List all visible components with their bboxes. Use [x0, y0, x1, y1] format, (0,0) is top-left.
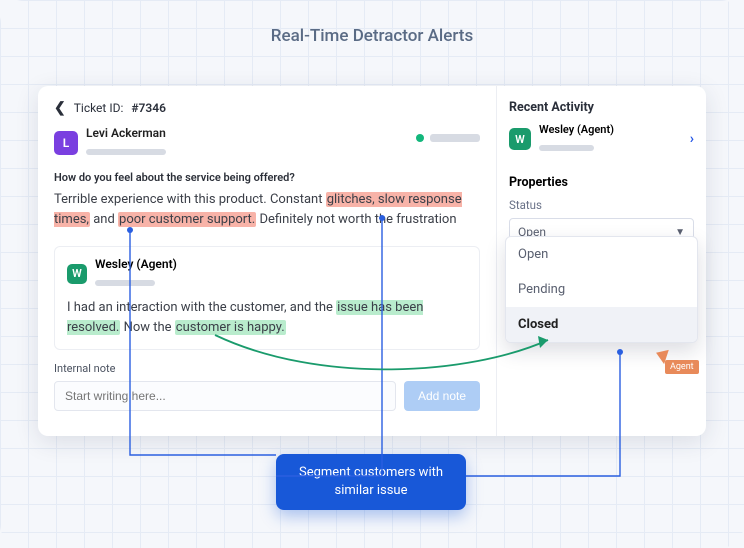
cursor-label: Agent [665, 360, 699, 374]
agent-header: W Wesley (Agent) [67, 257, 467, 290]
status-dot-icon [416, 134, 424, 142]
back-icon[interactable]: ❮ [54, 100, 66, 116]
feedback-text: Definitely not worth the frustration [256, 212, 456, 227]
agent-avatar: W [67, 264, 87, 284]
ticket-header: ❮ Ticket ID: #7346 [54, 100, 480, 116]
chevron-right-icon[interactable]: › [690, 131, 694, 147]
feedback-text: and [90, 212, 118, 227]
ticket-right-pane: Recent Activity W Wesley (Agent) › Prope… [496, 86, 706, 436]
agent-avatar: W [509, 128, 531, 150]
highlight-positive: customer is happy. [175, 320, 286, 335]
add-note-button[interactable]: Add note [404, 381, 480, 411]
properties-title: Properties [509, 175, 694, 190]
skeleton-line [95, 280, 155, 286]
internal-note-area: Internal note Add note [54, 362, 480, 411]
highlight-negative: poor customer support. [118, 212, 256, 227]
ticket-card: ❮ Ticket ID: #7346 L Levi Ackerman How d… [38, 86, 706, 436]
agent-reply-block: W Wesley (Agent) I had an interaction wi… [54, 246, 480, 349]
note-label: Internal note [54, 362, 480, 375]
dropdown-option-open[interactable]: Open [506, 237, 697, 272]
activity-title: Recent Activity [509, 100, 694, 115]
ticket-id: #7346 [131, 101, 166, 115]
agent-name: Wesley (Agent) [95, 257, 177, 271]
skeleton-line [539, 145, 594, 151]
activity-item[interactable]: W Wesley (Agent) › [509, 123, 694, 155]
activity-agent-name: Wesley (Agent) [539, 123, 614, 136]
customer-row: L Levi Ackerman [54, 126, 166, 159]
dropdown-option-closed[interactable]: Closed [506, 307, 697, 342]
prompt-text: How do you feel about the service being … [54, 171, 480, 184]
page-title: Real-Time Detractor Alerts [0, 26, 744, 46]
status-field-label: Status [509, 198, 694, 212]
skeleton-line [430, 134, 480, 142]
segment-callout: Segment customers with similar issue [276, 454, 466, 510]
agent-text: I had an interaction with the customer, … [67, 300, 336, 315]
ticket-label: Ticket ID: [74, 101, 124, 115]
skeleton-line [86, 149, 166, 155]
status-dropdown: Open Pending Closed [505, 236, 698, 343]
customer-feedback: Terrible experience with this product. C… [54, 190, 480, 230]
agent-message: I had an interaction with the customer, … [67, 298, 467, 338]
feedback-text: Terrible experience with this product. C… [54, 192, 326, 207]
agent-text: Now the [120, 320, 174, 335]
ticket-left-pane: ❮ Ticket ID: #7346 L Levi Ackerman How d… [38, 86, 496, 436]
customer-avatar: L [54, 131, 78, 155]
customer-name: Levi Ackerman [86, 126, 166, 140]
note-input[interactable] [54, 381, 396, 411]
dropdown-option-pending[interactable]: Pending [506, 272, 697, 307]
